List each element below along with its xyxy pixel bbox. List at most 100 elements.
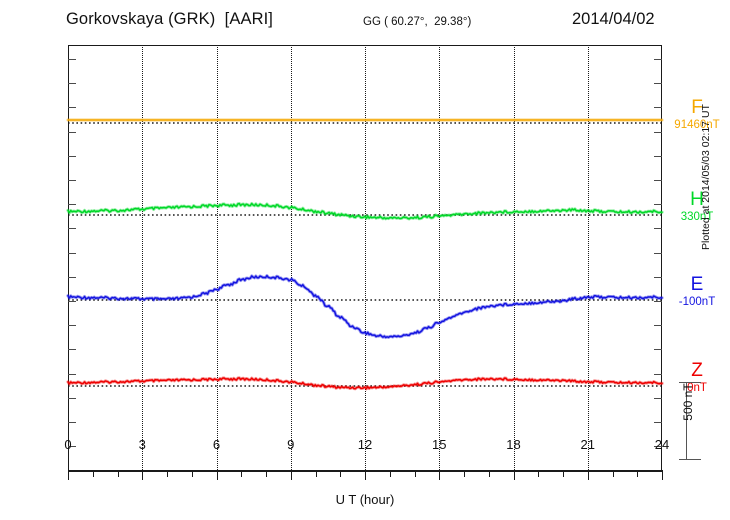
- y-tick: [654, 373, 662, 375]
- y-tick: [68, 83, 76, 85]
- y-tick: [654, 131, 662, 133]
- magnetogram-traces: [66, 118, 664, 391]
- scale-bar-cap-bottom: [679, 458, 701, 460]
- y-tick: [654, 252, 662, 254]
- x-tick-label-18: 18: [506, 437, 521, 452]
- scale-bar-line: [686, 382, 688, 460]
- y-tick: [654, 446, 662, 448]
- y-tick: [654, 422, 662, 423]
- component-label-h: H 330nT: [664, 190, 730, 224]
- plot-area: [66, 45, 664, 480]
- geographic-coordinates: GG ( 60.27°, 29.38°): [363, 16, 472, 28]
- y-tick: [68, 107, 76, 109]
- y-tick: [68, 446, 76, 448]
- y-tick: [654, 59, 662, 60]
- y-tick: [68, 228, 76, 230]
- y-tick: [654, 204, 662, 206]
- observation-date: 2014/04/02: [572, 10, 655, 28]
- gridline-hour-18: [513, 45, 515, 470]
- component-letter-h: H: [690, 189, 704, 210]
- y-tick: [68, 349, 76, 351]
- x-tick-label-0: 0: [64, 437, 72, 452]
- x-tick-minor-4: [167, 470, 168, 477]
- x-tick-minor-22: [612, 470, 614, 477]
- y-tick: [68, 301, 76, 302]
- y-tick: [654, 397, 662, 399]
- x-tick-label-6: 6: [212, 437, 221, 452]
- x-tick-minor-13: [389, 470, 391, 477]
- x-tick-9: [290, 470, 292, 480]
- component-baseline-e: -100nT: [678, 296, 716, 308]
- x-tick-12: [365, 470, 366, 480]
- y-tick: [68, 204, 76, 206]
- gridline-hour-6: [216, 45, 218, 470]
- x-tick-0: [68, 470, 69, 480]
- y-tick: [654, 349, 662, 351]
- gridline-hour-12: [365, 45, 366, 470]
- y-tick: [68, 397, 76, 399]
- x-tick-24: [662, 470, 663, 480]
- y-tick: [654, 301, 662, 302]
- trace-e: [67, 274, 663, 339]
- page-title: Gorkovskaya (GRK) [AARI]: [66, 10, 273, 28]
- component-letter-f: F: [691, 97, 703, 118]
- x-tick-minor-23: [637, 470, 639, 477]
- x-tick-minor-8: [266, 470, 267, 477]
- x-tick-18: [513, 470, 515, 480]
- y-tick: [68, 59, 76, 60]
- y-tick: [654, 83, 662, 85]
- component-baseline-z: 0nT: [687, 382, 707, 394]
- x-tick-minor-14: [414, 470, 416, 477]
- y-tick: [68, 422, 76, 423]
- x-tick-minor-16: [464, 470, 465, 477]
- gridline-hour-9: [290, 45, 292, 470]
- component-label-f: F 91460nT: [664, 98, 730, 132]
- x-tick-minor-2: [117, 470, 119, 477]
- y-tick: [654, 180, 662, 181]
- x-tick-minor-11: [340, 470, 342, 477]
- x-tick-label-3: 3: [138, 437, 146, 452]
- x-tick-21: [587, 470, 589, 480]
- x-tick-3: [142, 470, 144, 480]
- x-tick-15: [439, 470, 441, 480]
- trace-h: [67, 202, 663, 220]
- scale-bar: 500 nT: [676, 382, 701, 460]
- x-tick-minor-5: [191, 470, 193, 477]
- plotted-timestamp: Plotted at 2014/05/03 02:17 UT: [700, 104, 712, 250]
- component-letter-e: E: [690, 274, 704, 295]
- x-tick-minor-7: [241, 470, 243, 477]
- y-tick: [68, 276, 76, 278]
- trace-glow-e: [66, 274, 664, 340]
- y-tick: [68, 180, 76, 181]
- x-tick-6: [216, 470, 218, 480]
- y-tick: [68, 131, 76, 133]
- gridline-hour-3: [142, 45, 144, 470]
- trace-z: [67, 377, 663, 390]
- x-tick-minor-20: [563, 470, 564, 477]
- y-tick: [68, 155, 76, 157]
- y-tick: [68, 252, 76, 254]
- x-tick-label-9: 9: [287, 437, 295, 452]
- component-baseline-f: 91460nT: [674, 119, 720, 131]
- x-tick-label-15: 15: [432, 437, 447, 452]
- x-tick-label-24: 24: [654, 437, 670, 452]
- gridline-hour-21: [587, 45, 589, 470]
- gridline-hour-15: [439, 45, 441, 470]
- y-tick: [654, 107, 662, 109]
- y-tick: [654, 228, 662, 230]
- x-axis-title: U T (hour): [335, 492, 395, 507]
- component-letter-z: Z: [691, 360, 703, 381]
- component-label-e: E -100nT: [664, 275, 730, 309]
- y-tick: [68, 325, 76, 327]
- x-tick-minor-17: [488, 470, 490, 477]
- scale-bar-cap-top: [679, 382, 701, 384]
- y-tick: [68, 373, 76, 375]
- component-baseline-h: 330nT: [680, 211, 714, 223]
- x-tick-label-21: 21: [580, 437, 595, 452]
- y-tick: [654, 155, 662, 157]
- scale-bar-label: 500 nT: [681, 383, 695, 421]
- x-tick-minor-1: [92, 470, 94, 477]
- y-tick: [654, 276, 662, 278]
- component-label-z: Z 0nT: [664, 361, 730, 395]
